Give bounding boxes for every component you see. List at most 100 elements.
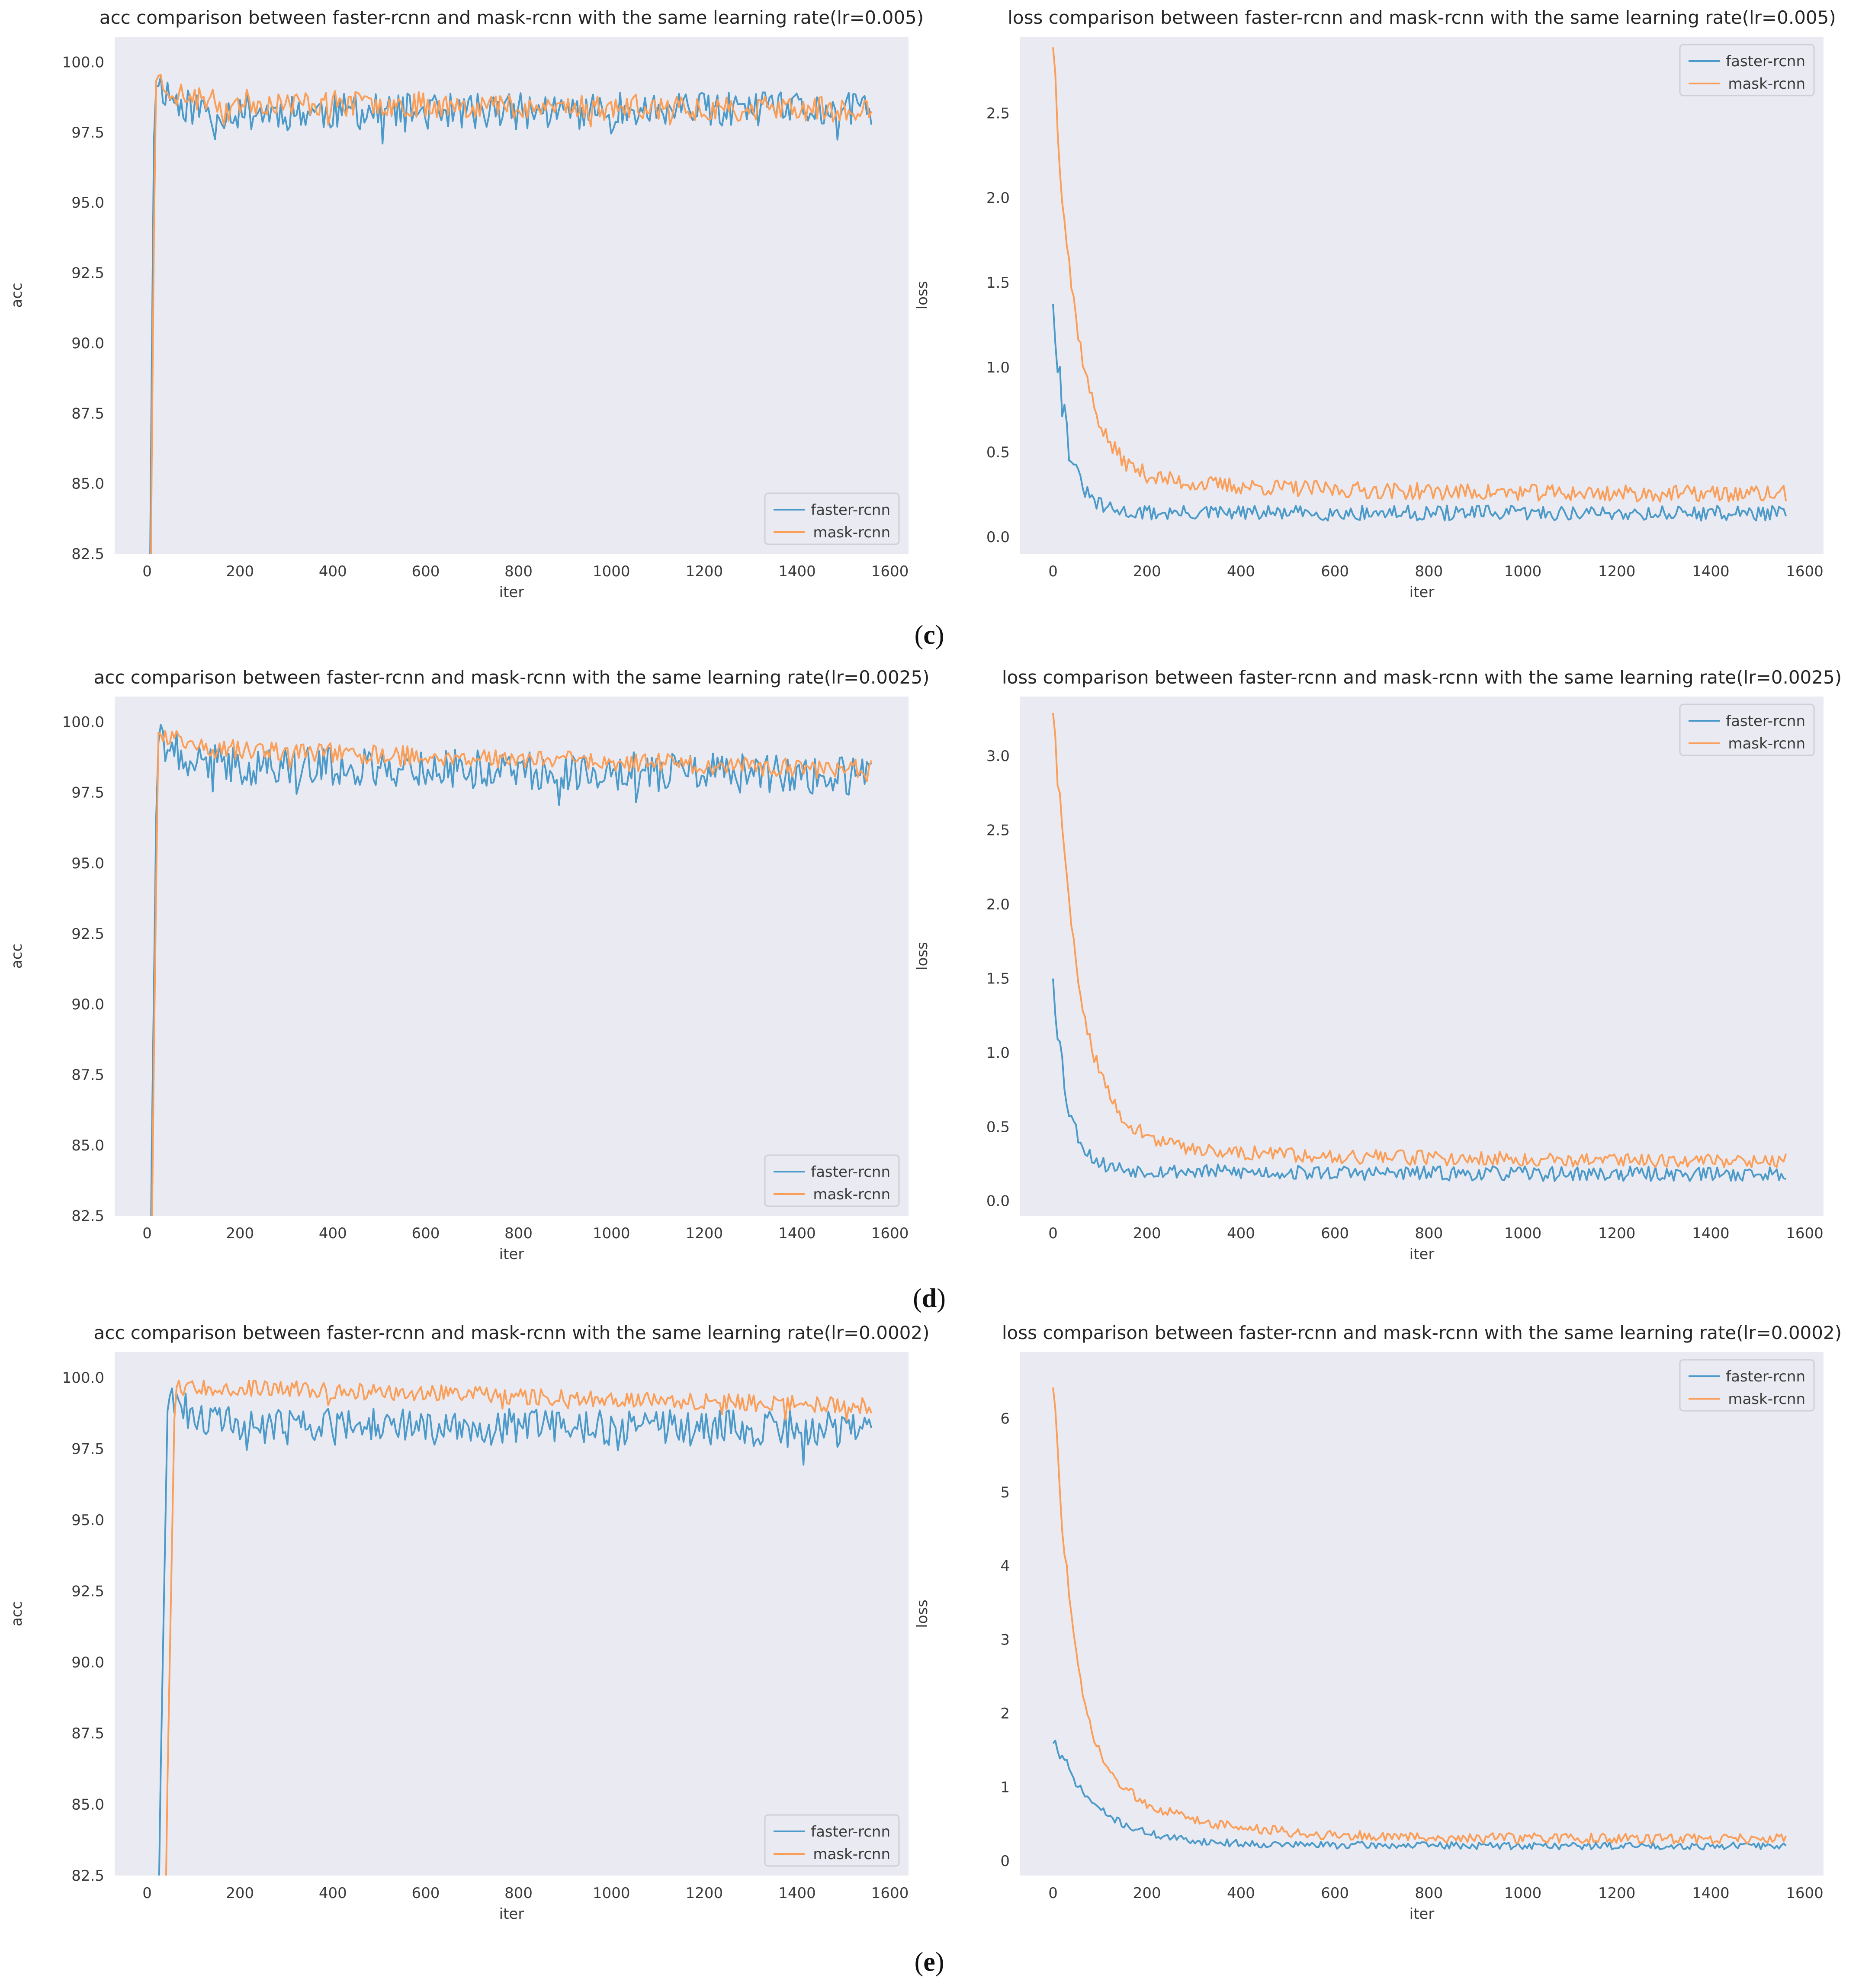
x-tick-label: 1400 <box>1692 1885 1730 1902</box>
x-tick-label: 600 <box>412 1225 440 1242</box>
y-tick-label: 1.0 <box>986 359 1010 376</box>
legend-label: faster-rcnn <box>811 1823 890 1840</box>
y-tick-label: 95.0 <box>71 855 104 872</box>
y-tick-label: 4 <box>1000 1558 1010 1575</box>
y-tick-label: 95.0 <box>71 194 104 212</box>
y-tick-label: 82.5 <box>71 546 104 563</box>
y-tick-label: 2.5 <box>986 105 1010 122</box>
legend-label: faster-rcnn <box>811 501 890 519</box>
x-tick-label: 200 <box>1133 563 1161 580</box>
series-group <box>1052 1387 1787 1851</box>
panel-label-e: (e) <box>915 1947 944 1977</box>
legend: faster-rcnn mask-rcnn <box>764 1814 900 1867</box>
x-tick-label: 600 <box>412 1885 440 1902</box>
chart-1: acc comparison between faster-rcnn and m… <box>8 7 924 601</box>
legend-label: mask-rcnn <box>1728 1391 1805 1408</box>
x-tick-label: 1400 <box>778 1885 816 1902</box>
y-tick-label: 97.5 <box>71 1441 104 1458</box>
charts-layer: acc comparison between faster-rcnn and m… <box>8 7 1842 1923</box>
x-tick-label: 1000 <box>593 563 630 580</box>
x-tick-label: 1200 <box>686 1225 723 1242</box>
x-tick-label: 600 <box>1321 563 1349 580</box>
x-tick-label: 1000 <box>1504 563 1542 580</box>
y-tick-label: 85.0 <box>71 1796 104 1814</box>
y-tick-label: 5 <box>1000 1484 1010 1501</box>
y-tick-label: 92.5 <box>71 925 104 943</box>
x-tick-label: 1000 <box>593 1225 630 1242</box>
series-line-mask-rcnn <box>165 1379 873 1876</box>
legend-label: faster-rcnn <box>1726 53 1805 70</box>
y-tick-label: 2.0 <box>986 896 1010 913</box>
series-line-faster-rcnn <box>1052 304 1787 522</box>
x-axis-label: iter <box>1410 1246 1435 1263</box>
legend: faster-rcnn mask-rcnn <box>764 492 900 545</box>
x-tick-label: 0 <box>1048 563 1058 580</box>
y-tick-label: 82.5 <box>71 1208 104 1225</box>
chart-title: loss comparison between faster-rcnn and … <box>1002 1322 1842 1343</box>
x-tick-label: 1200 <box>1598 1885 1636 1902</box>
y-axis-label: acc <box>8 283 26 308</box>
x-tick-label: 1200 <box>686 563 723 580</box>
x-tick-label: 600 <box>1321 1885 1349 1902</box>
y-tick-label: 97.5 <box>71 124 104 141</box>
series-line-mask-rcnn <box>1052 1387 1787 1845</box>
y-tick-label: 90.0 <box>71 996 104 1013</box>
x-tick-label: 200 <box>226 1885 254 1902</box>
legend-label: faster-rcnn <box>811 1163 890 1181</box>
y-tick-label: 87.5 <box>71 405 104 422</box>
y-tick-label: 100.0 <box>62 54 104 71</box>
legend-label: faster-rcnn <box>1726 1368 1805 1385</box>
chart-4: loss comparison between faster-rcnn and … <box>914 667 1842 1263</box>
x-tick-label: 1400 <box>1692 563 1730 580</box>
x-tick-label: 1600 <box>1786 563 1824 580</box>
series-group <box>150 724 873 1216</box>
y-axis-label: acc <box>8 1601 26 1626</box>
series-group <box>158 1379 873 1876</box>
chart-title: acc comparison between faster-rcnn and m… <box>93 1322 929 1343</box>
legend-label: mask-rcnn <box>1728 75 1805 93</box>
chart-title: loss comparison between faster-rcnn and … <box>1008 7 1836 28</box>
series-line-mask-rcnn <box>151 730 873 1216</box>
x-tick-label: 1000 <box>593 1885 630 1902</box>
y-tick-label: 0.5 <box>986 444 1010 461</box>
panel-label-c: (c) <box>915 620 944 650</box>
panel-label-d: (d) <box>913 1284 946 1313</box>
y-tick-label: 2.0 <box>986 189 1010 207</box>
x-tick-label: 1600 <box>1786 1225 1824 1242</box>
x-tick-label: 800 <box>1415 1225 1443 1242</box>
y-tick-label: 2.5 <box>986 822 1010 839</box>
legend: faster-rcnn mask-rcnn <box>1679 703 1815 756</box>
chart-title: acc comparison between faster-rcnn and m… <box>100 7 924 28</box>
x-tick-label: 800 <box>1415 563 1443 580</box>
y-tick-label: 1 <box>1000 1779 1010 1796</box>
y-tick-label: 6 <box>1000 1410 1010 1427</box>
y-axis-label: loss <box>914 942 931 970</box>
series-line-mask-rcnn <box>1052 47 1787 503</box>
x-tick-label: 1400 <box>1692 1225 1730 1242</box>
x-tick-label: 0 <box>1048 1885 1058 1902</box>
x-tick-label: 800 <box>1415 1885 1443 1902</box>
y-tick-label: 2 <box>1000 1705 1010 1722</box>
x-tick-label: 1000 <box>1504 1225 1542 1242</box>
y-tick-label: 0.5 <box>986 1118 1010 1136</box>
y-tick-label: 1.0 <box>986 1044 1010 1062</box>
x-tick-label: 1600 <box>1786 1885 1824 1902</box>
x-axis-label: iter <box>1410 584 1435 601</box>
legend-label: faster-rcnn <box>1726 713 1805 730</box>
x-tick-label: 200 <box>1133 1225 1161 1242</box>
x-tick-label: 400 <box>1227 1225 1255 1242</box>
x-tick-label: 200 <box>226 563 254 580</box>
plot-area <box>1020 697 1824 1216</box>
y-tick-label: 92.5 <box>71 1583 104 1600</box>
y-tick-label: 0 <box>1000 1853 1010 1870</box>
y-tick-label: 0.0 <box>986 529 1010 546</box>
x-tick-label: 800 <box>504 1885 533 1902</box>
plot-area <box>115 37 909 554</box>
y-tick-label: 87.5 <box>71 1066 104 1084</box>
y-tick-label: 3 <box>1000 1632 1010 1649</box>
series-group <box>149 74 873 554</box>
series-line-mask-rcnn <box>1052 713 1787 1169</box>
chart-5: acc comparison between faster-rcnn and m… <box>8 1322 930 1923</box>
legend-label: mask-rcnn <box>813 1186 890 1203</box>
y-tick-label: 1.5 <box>986 970 1010 987</box>
